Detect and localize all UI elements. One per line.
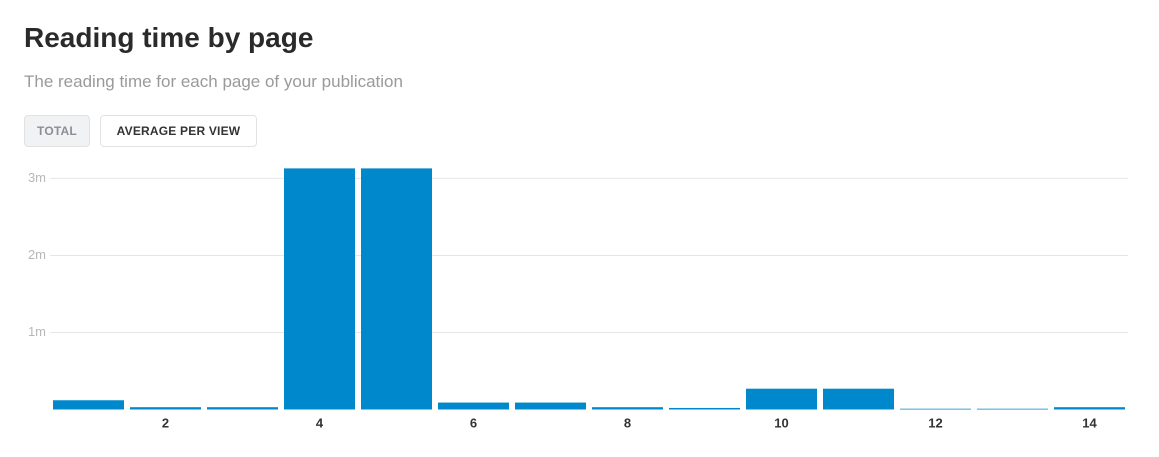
y-tick-label: 1m	[28, 324, 46, 339]
x-tick-label: 8	[624, 415, 631, 430]
bar	[53, 400, 124, 410]
average-button[interactable]: AVERAGE PER VIEW	[100, 115, 257, 147]
x-tick-label: 14	[1082, 415, 1097, 430]
bar	[592, 407, 663, 410]
bar	[1054, 407, 1125, 410]
y-tick-label: 3m	[28, 170, 46, 185]
bar	[746, 388, 817, 410]
bar	[130, 407, 201, 410]
chart-subtitle: The reading time for each page of your p…	[24, 72, 403, 91]
x-tick-label: 6	[470, 415, 477, 430]
bar	[207, 407, 278, 410]
total-button[interactable]: TOTAL	[24, 115, 90, 147]
bar	[977, 408, 1048, 410]
x-tick-label: 10	[774, 415, 788, 430]
bar	[361, 168, 432, 410]
x-tick-label: 12	[928, 415, 942, 430]
x-tick-label: 4	[316, 415, 324, 430]
bar	[515, 402, 586, 410]
x-tick-label: 2	[162, 415, 169, 430]
bar	[900, 408, 971, 410]
bar	[284, 168, 355, 410]
y-tick-label: 2m	[28, 247, 46, 262]
bar	[669, 407, 740, 410]
chart-title: Reading time by page	[24, 22, 314, 53]
bar	[438, 402, 509, 410]
bar	[823, 388, 894, 410]
